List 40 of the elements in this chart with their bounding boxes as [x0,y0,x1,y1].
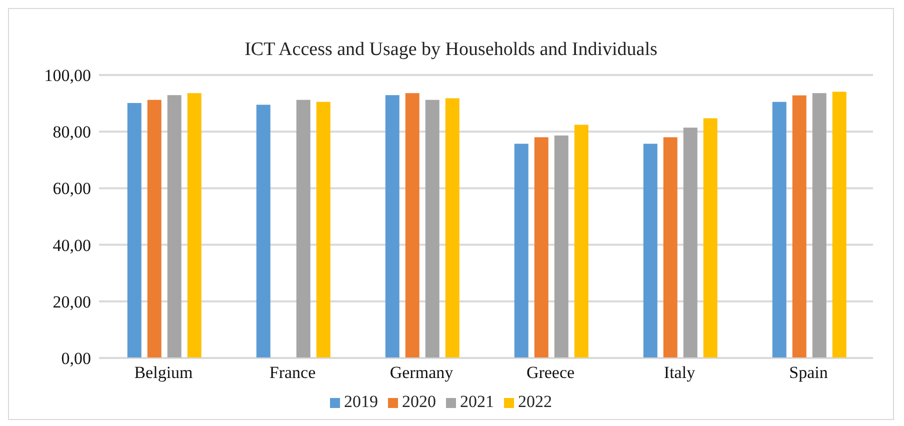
x-tick-label: Belgium [134,363,193,382]
bar [683,128,698,358]
bar [167,95,182,358]
bar [703,118,718,358]
x-tick-label: Greece [526,363,575,382]
bar [792,95,806,358]
x-tick-label: Italy [664,363,696,382]
bar [316,102,330,358]
y-tick-label: 60,00 [52,179,91,198]
y-tick-label: 100,00 [44,66,91,86]
x-tick-label: France [269,363,316,382]
x-tick-label: Germany [390,363,454,382]
legend-label: 2020 [402,392,436,411]
bar [534,137,548,358]
bar [147,100,162,358]
y-tick-label: 20,00 [52,292,91,312]
bar [425,100,440,358]
bar [812,93,826,358]
bar [663,137,678,358]
bar [405,93,420,358]
y-tick-label: 0,00 [61,349,91,368]
bar [296,100,310,358]
bar [772,102,786,358]
legend-label: 2019 [344,392,378,411]
legend-label: 2022 [518,392,552,411]
bar [574,124,588,358]
chart-title: ICT Access and Usage by Households and Individuals [244,39,658,62]
bar [385,95,400,358]
bar [554,136,568,358]
bar [514,144,528,358]
bar [445,98,460,358]
legend-label: 2021 [460,392,494,411]
bar [187,93,202,358]
x-tick-label: Spain [789,363,828,382]
y-tick-label: 40,00 [52,236,91,255]
bar [127,103,142,358]
y-tick-label: 80,00 [52,122,91,142]
bar [256,104,270,358]
bar [832,92,846,358]
bar [643,144,658,358]
